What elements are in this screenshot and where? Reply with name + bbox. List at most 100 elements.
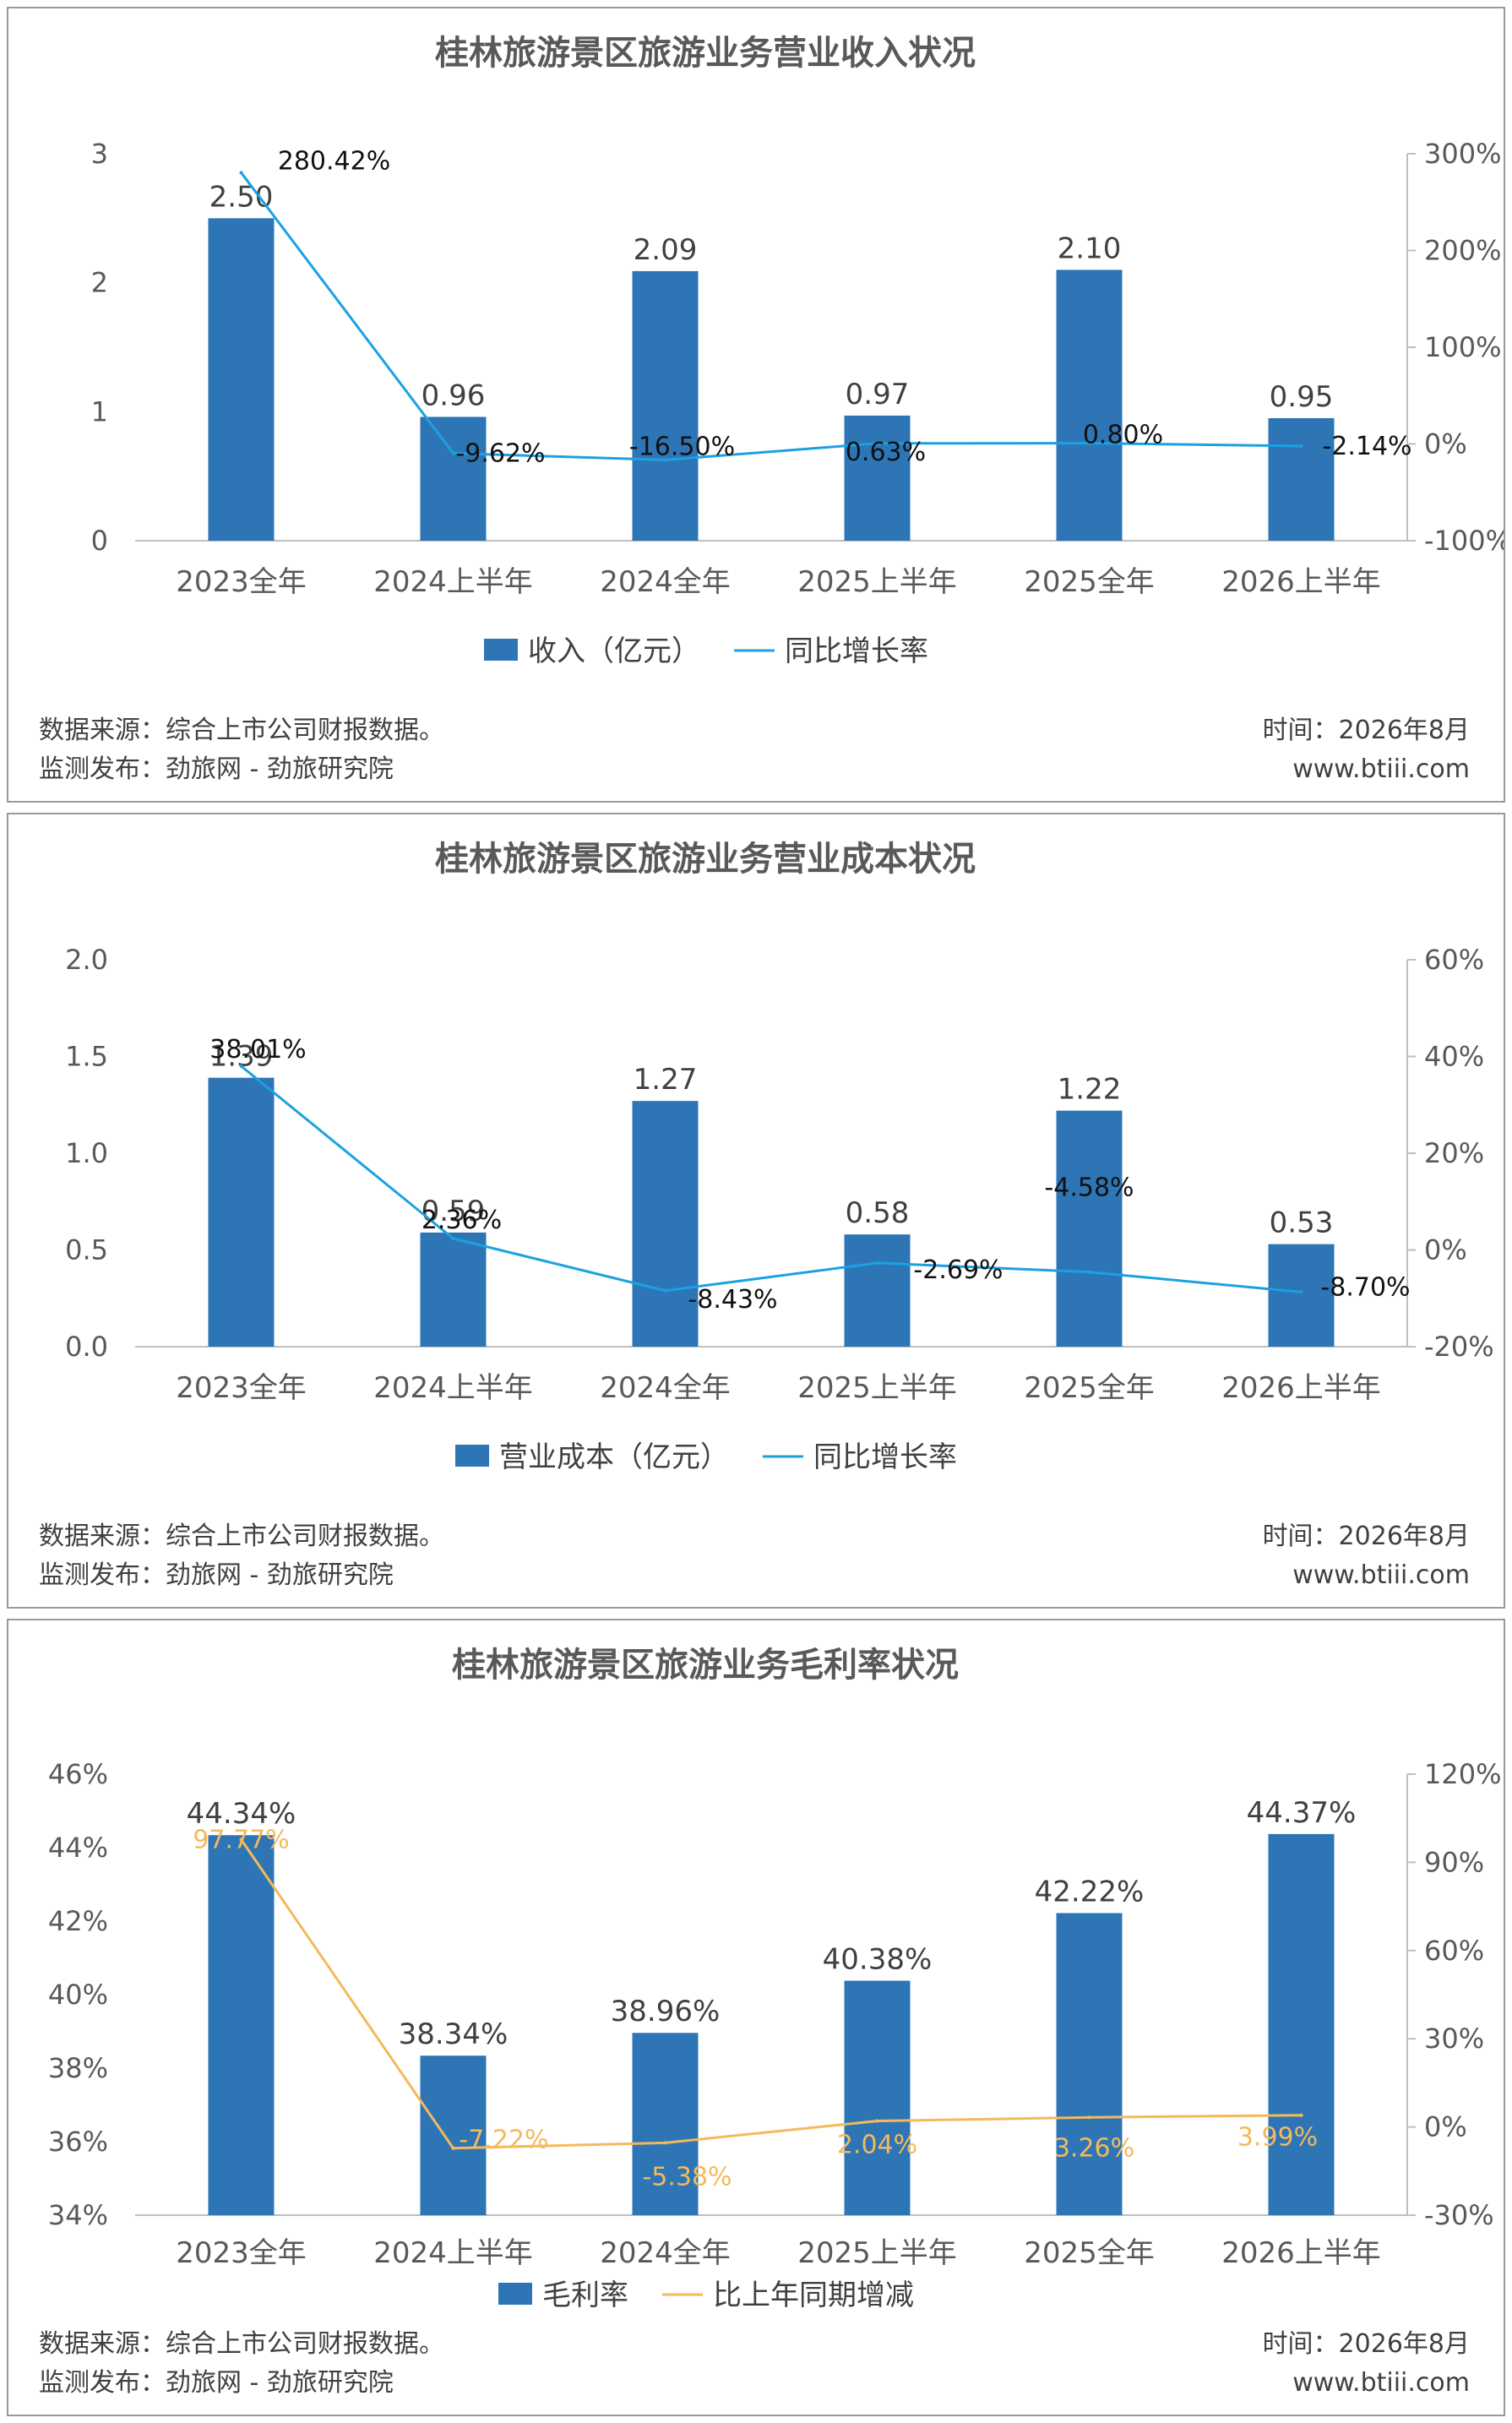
publisher-note: 监测发布：劲旅网 - 劲旅研究院 (39, 754, 394, 784)
left-tick-label: 40% (48, 1979, 108, 2011)
category-label: 2023全年 (176, 565, 307, 599)
bar (632, 2033, 699, 2215)
right-tick-label: 60% (1424, 944, 1484, 976)
left-tick-label: 0 (91, 525, 108, 557)
bar (420, 1232, 487, 1347)
legend-bar-swatch (498, 2283, 532, 2305)
growth-label: -9.62% (455, 439, 545, 469)
bar (844, 1980, 911, 2215)
growth-point (875, 441, 879, 445)
category-label: 2024上半年 (373, 2236, 533, 2270)
footer-left: 数据来源：综合上市公司财报数据。 监测发布：劲旅网 - 劲旅研究院 (39, 1517, 444, 1595)
left-tick-label: 38% (48, 2052, 108, 2084)
bar-value-label: 38.96% (611, 1995, 721, 2028)
growth-label: 0.80% (1083, 421, 1163, 450)
bar (1268, 417, 1335, 541)
right-tick-label: 0% (1424, 1234, 1467, 1266)
bar-value-label: 2.50 (209, 180, 274, 214)
growth-label: -8.70% (1320, 1272, 1410, 1302)
growth-point (1299, 2113, 1303, 2117)
category-label: 2025上半年 (797, 565, 957, 599)
left-tick-label: 42% (48, 1905, 108, 1937)
category-label: 2023全年 (176, 2236, 307, 2270)
category-label: 2025上半年 (797, 2236, 957, 2270)
cost-chart-panel: 桂林旅游景区旅游业务营业成本状况 0.0 0.5 1.0 1.5 2.0 -20% 0% 20%… (7, 813, 1505, 1609)
category-label: 2025全年 (1024, 565, 1155, 599)
bar (420, 417, 487, 541)
category-label: 2024上半年 (373, 565, 533, 599)
category-label: 2025全年 (1024, 1371, 1155, 1405)
bar (1056, 1110, 1123, 1347)
bar (420, 2055, 487, 2215)
growth-label: -16.50% (629, 432, 735, 461)
left-tick-label: 46% (48, 1758, 108, 1790)
bar-value-label: 2.09 (634, 233, 698, 267)
left-tick-label: 0.0 (65, 1331, 108, 1363)
growth-label: 280.42% (278, 146, 390, 176)
right-tick-label: 90% (1424, 1846, 1484, 1878)
growth-label: -7.22% (459, 2126, 548, 2155)
margin-chart-panel: 桂林旅游景区旅游业务毛利率状况 34% 36% 38% 40% 42% 44% 46% -30%… (7, 1619, 1505, 2416)
bar (208, 218, 275, 541)
right-tick-label: 300% (1424, 138, 1501, 170)
growth-point (239, 1064, 243, 1068)
category-label: 2024上半年 (373, 1371, 533, 1405)
growth-point (1087, 1270, 1091, 1274)
cost-chart: 桂林旅游景区旅游业务营业成本状况 0.0 0.5 1.0 1.5 2.0 -20% 0% 20%… (65, 840, 1494, 1474)
bar (208, 1835, 275, 2215)
left-tick-label: 34% (48, 2199, 108, 2231)
growth-line (240, 172, 1302, 461)
bar (844, 1234, 911, 1347)
bar (844, 415, 911, 541)
growth-point (451, 2146, 455, 2150)
bar (1056, 270, 1123, 541)
left-tick-label: 3 (91, 138, 108, 170)
growth-label: -5.38% (642, 2162, 732, 2192)
legend-bar-label: 营业成本（亿元） (499, 1440, 729, 1474)
bar-value-label: 44.37% (1247, 1796, 1357, 1830)
right-tick-label: 30% (1424, 2023, 1484, 2055)
right-tick-label: -100% (1424, 525, 1504, 557)
source-note: 数据来源：综合上市公司财报数据。 (39, 2329, 444, 2359)
legend-bar-swatch (484, 639, 518, 661)
footer-right: 时间：2026年8月 www.btiii.com (1263, 2325, 1470, 2403)
bar-value-label: 0.58 (846, 1196, 910, 1230)
right-tick-label: 60% (1424, 1935, 1484, 1967)
right-tick-label: -30% (1424, 2199, 1494, 2231)
left-tick-label: 2 (91, 267, 108, 299)
right-tick-label: 120% (1424, 1758, 1501, 1790)
category-label: 2026上半年 (1221, 2236, 1381, 2270)
legend-line-label: 比上年同期增减 (713, 2279, 914, 2312)
source-note: 数据来源：综合上市公司财报数据。 (39, 716, 444, 745)
chart-title: 桂林旅游景区旅游业务营业成本状况 (435, 840, 976, 879)
legend-bar-label: 毛利率 (542, 2279, 628, 2312)
growth-label: 38.01% (209, 1035, 306, 1064)
growth-point (663, 2141, 667, 2145)
website-note: www.btiii.com (1292, 2368, 1470, 2398)
growth-label: -2.69% (913, 1255, 1003, 1285)
growth-label: 2.36% (422, 1206, 502, 1235)
right-tick-label: 200% (1424, 235, 1501, 267)
footer-right: 时间：2026年8月 www.btiii.com (1263, 711, 1470, 789)
growth-label: 3.26% (1054, 2133, 1134, 2163)
left-tick-label: 44% (48, 1832, 108, 1864)
revenue-chart: 桂林旅游景区旅游业务营业收入状况 0 1 2 3 -100% 0% 100% 200% 300% 2… (91, 34, 1504, 668)
bar-value-label: 42.22% (1035, 1875, 1145, 1908)
growth-label: 2.04% (837, 2131, 917, 2160)
left-tick-label: 36% (48, 2126, 108, 2158)
growth-point (451, 451, 455, 455)
growth-point (239, 1838, 243, 1842)
bar-value-label: 40.38% (823, 1942, 933, 1976)
legend-line-label: 同比增长率 (785, 634, 928, 668)
bar-value-label: 0.96 (422, 378, 486, 412)
category-label: 2024全年 (600, 565, 731, 599)
right-tick-label: 0% (1424, 428, 1467, 460)
growth-label: -4.58% (1044, 1173, 1134, 1203)
legend-bar-label: 收入（亿元） (528, 634, 700, 668)
right-tick-label: -20% (1424, 1331, 1494, 1363)
category-label: 2024全年 (600, 2236, 731, 2270)
bar-value-label: 1.22 (1058, 1073, 1122, 1107)
time-note: 时间：2026年8月 (1262, 2329, 1470, 2359)
bar-value-label: 38.34% (399, 2017, 509, 2051)
left-tick-label: 0.5 (65, 1234, 108, 1266)
